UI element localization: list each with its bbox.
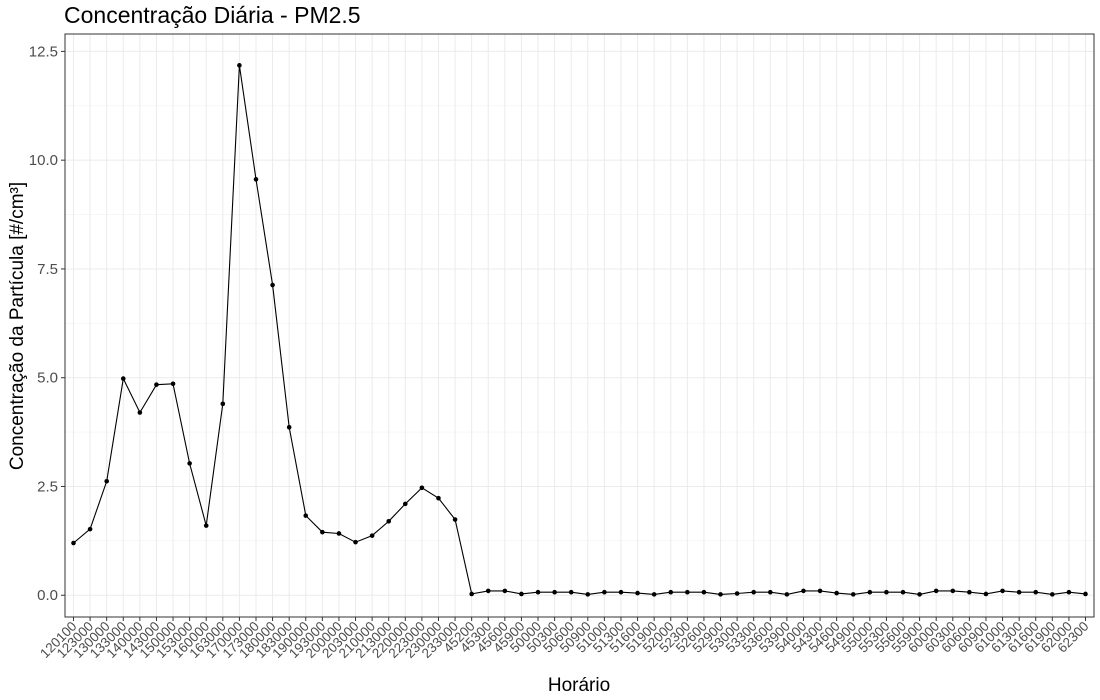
data-point	[1033, 589, 1039, 595]
y-tick-label: 7.5	[37, 261, 58, 278]
data-point	[552, 589, 557, 595]
y-tick-label: 2.5	[37, 478, 58, 495]
series-line	[73, 65, 1086, 595]
data-point	[203, 523, 209, 528]
data-point	[419, 485, 425, 491]
data-point	[187, 461, 192, 466]
data-point	[1066, 589, 1072, 595]
data-point	[801, 588, 806, 594]
data-point	[718, 592, 723, 597]
grid	[65, 34, 1094, 617]
data-point	[469, 591, 474, 597]
data-point	[237, 63, 242, 68]
data-point	[519, 591, 524, 597]
data-point	[618, 589, 624, 595]
data-point	[685, 589, 690, 595]
data-point	[767, 589, 773, 595]
data-point	[436, 495, 441, 501]
data-point	[270, 282, 275, 288]
data-point	[983, 591, 989, 597]
data-point	[403, 501, 408, 507]
y-tick-label: 12.5	[29, 43, 58, 60]
data-point	[120, 376, 126, 381]
data-point	[1016, 589, 1022, 595]
data-point	[701, 589, 707, 595]
data-point	[1000, 588, 1005, 594]
data-point	[734, 591, 740, 596]
y-tick-label: 0.0	[37, 587, 58, 604]
data-point	[170, 381, 176, 387]
data-point	[286, 425, 292, 430]
data-point	[369, 533, 375, 538]
data-point	[303, 513, 309, 518]
data-point	[535, 589, 541, 595]
data-point	[386, 518, 392, 524]
data-point	[850, 592, 856, 597]
data-point	[585, 592, 591, 597]
data-point	[784, 592, 790, 597]
data-point	[568, 589, 574, 595]
data-point	[834, 590, 839, 596]
data-point	[602, 589, 607, 595]
data-point	[1083, 591, 1088, 597]
chart-title: Concentração Diária - PM2.5	[64, 2, 361, 28]
data-point	[967, 589, 972, 595]
data-point	[137, 410, 143, 415]
y-axis: 0.0 2.5 5.0 7.5 10.0 12.5	[29, 43, 65, 604]
data-point	[917, 592, 922, 597]
plot-panel-border	[64, 33, 1095, 618]
data-point	[320, 529, 325, 535]
series-pm25	[71, 63, 1088, 597]
data-point	[87, 526, 93, 532]
data-point	[651, 592, 657, 597]
y-tick-label: 10.0	[29, 152, 58, 169]
data-point	[867, 589, 873, 595]
data-point	[884, 589, 889, 595]
data-point	[817, 588, 823, 594]
y-tick-label: 5.0	[37, 370, 58, 387]
data-point	[635, 590, 640, 596]
data-point	[154, 382, 159, 387]
data-point	[452, 517, 458, 522]
data-point	[485, 588, 491, 594]
data-point	[353, 539, 358, 545]
data-point	[253, 177, 259, 182]
data-point	[104, 478, 109, 484]
data-point	[950, 588, 956, 594]
data-point	[502, 588, 508, 594]
data-point	[900, 589, 906, 595]
x-axis-title: Horário	[548, 675, 610, 696]
data-point	[336, 531, 342, 536]
x-axis: 1201001230001300001330001400001430001500…	[37, 617, 1092, 661]
data-point	[71, 540, 76, 546]
data-point	[933, 588, 939, 594]
data-point	[1050, 592, 1055, 597]
data-point	[751, 589, 756, 595]
y-axis-title: Concentração da Partícula [#/cm³]	[7, 182, 28, 470]
data-point	[668, 589, 674, 595]
data-point	[220, 401, 226, 407]
